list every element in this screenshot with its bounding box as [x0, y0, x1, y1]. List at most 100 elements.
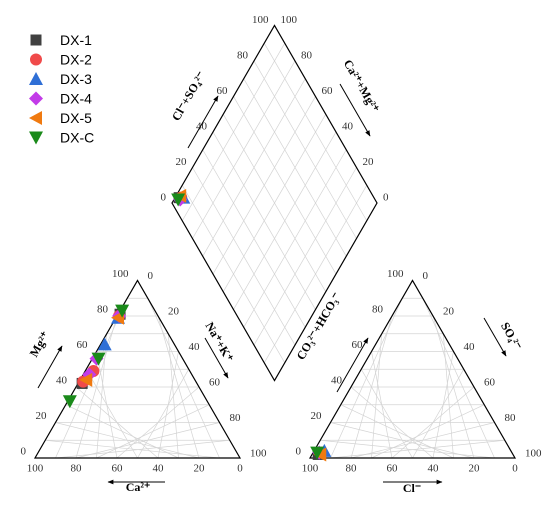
tick-label: 100	[112, 268, 129, 280]
grid-line	[85, 369, 138, 459]
legend: DX-1 DX-2 DX-3 DX-4 DX-5 DX-C	[29, 32, 94, 146]
grid-line	[45, 439, 220, 459]
legend-marker-dx-4	[29, 91, 43, 106]
tick-label: 100	[27, 463, 44, 475]
frame-layer	[33, 24, 517, 459]
grid-line	[147, 298, 220, 459]
tick-label: 100	[387, 268, 404, 280]
tick-label: 100	[250, 448, 267, 460]
grid-line	[253, 60, 357, 239]
cation-right-axis-arrow	[204, 337, 229, 379]
tick-label: 80	[71, 463, 83, 475]
tick-label: 100	[281, 14, 298, 26]
grid-line	[442, 333, 454, 459]
dx-c-cation-point	[62, 395, 77, 409]
legend-label-dx-1: DX-1	[60, 32, 92, 48]
tick-label: 80	[505, 412, 517, 424]
tick-label: 20	[176, 156, 188, 168]
tick-label: 20	[443, 306, 455, 318]
dx-c-cation-point	[115, 304, 130, 318]
legend-label-dx-3: DX-3	[60, 71, 92, 87]
grid-line	[65, 404, 179, 459]
tick-label: 80	[97, 304, 109, 316]
tick-label: 80	[372, 304, 384, 316]
tick-label: 0	[237, 463, 243, 475]
grid-line	[137, 369, 190, 459]
tick-label: 60	[209, 377, 221, 389]
grid-line	[330, 422, 475, 459]
tick-label: 100	[525, 448, 542, 460]
tick-label: 0	[512, 463, 518, 475]
grid-line	[432, 351, 454, 459]
dx-3-cation-point	[97, 337, 112, 351]
grid-line	[412, 369, 465, 459]
tick-label: 80	[301, 50, 313, 62]
tick-label: 60	[112, 463, 124, 475]
anion-bottom-axis-title: Cl⁻	[403, 481, 421, 495]
grid-line	[55, 422, 200, 459]
tick-label: 0	[161, 192, 167, 204]
diamond-right-axis-arrow	[339, 83, 371, 137]
grid-line	[263, 43, 368, 221]
legend-marker-dx-2	[30, 53, 42, 66]
anion-right-axis-title: SO₄²⁻	[498, 320, 525, 353]
legend-marker-dx-1	[30, 34, 42, 46]
grid-line	[167, 333, 179, 459]
tick-label: 80	[346, 463, 358, 475]
tick-label: 80	[237, 50, 249, 62]
grid-line	[243, 149, 347, 328]
cation-bottom-axis-title: Ca²⁺	[126, 480, 151, 494]
grid-line	[75, 386, 159, 459]
anion-triangle-frame	[308, 279, 517, 459]
grid-line	[243, 78, 347, 257]
anion-left-axis-title: CO₃²⁻+HCO₃⁻	[294, 290, 344, 363]
tick-label: 100	[252, 14, 269, 26]
grid-line	[340, 404, 454, 459]
legend-marker-dx-5	[29, 111, 42, 125]
legend-label-dx-c: DX-C	[60, 130, 94, 146]
tick-label: 20	[311, 410, 323, 422]
tick-label: 40	[331, 375, 343, 387]
tick-label: 0	[296, 446, 302, 458]
tick-label: 0	[148, 270, 154, 282]
anion-right-axis-arrow	[483, 317, 507, 357]
grid-line	[157, 351, 179, 459]
dx-c-cation-point	[91, 352, 106, 366]
tick-label: 40	[189, 341, 201, 353]
legend-marker-dx-3	[29, 72, 43, 85]
grid-line	[233, 131, 337, 310]
dx-5-cation-point	[79, 372, 93, 387]
tick-label: 40	[464, 341, 476, 353]
legend-label-dx-4: DX-4	[60, 91, 92, 107]
tick-label: 40	[153, 463, 165, 475]
tick-label: 60	[217, 85, 229, 97]
tick-label: 80	[230, 412, 242, 424]
cation-left-axis-arrow	[37, 345, 63, 389]
tick-label: 60	[352, 339, 364, 351]
grid-line	[263, 185, 368, 363]
tick-label: 40	[428, 463, 440, 475]
anion-left-axis-arrow	[336, 337, 369, 393]
data-point-layer	[62, 188, 332, 462]
diamond-left-axis-title: Cl⁻+SO₄²⁻	[169, 69, 208, 123]
tick-label: 40	[196, 121, 208, 133]
tick-label: 20	[36, 410, 48, 422]
tick-label: 60	[387, 463, 399, 475]
tick-label: 60	[484, 377, 496, 389]
grid-line	[432, 315, 475, 459]
tick-label: 20	[168, 306, 180, 318]
grid-line	[157, 315, 200, 459]
dx-c-anion-point	[310, 446, 325, 460]
tick-label: 20	[194, 463, 206, 475]
cation-left-axis-title: Mg²⁺	[27, 329, 53, 360]
dx-c-diamond-point	[171, 193, 186, 207]
legend-marker-dx-c	[29, 131, 43, 145]
grid-line	[422, 298, 495, 459]
legend-label-dx-2: DX-2	[60, 52, 92, 68]
tick-label: 40	[56, 375, 68, 387]
grid-layer	[45, 43, 505, 459]
tick-label: 60	[77, 339, 89, 351]
diamond-frame	[171, 24, 378, 382]
tick-label: 20	[363, 156, 375, 168]
